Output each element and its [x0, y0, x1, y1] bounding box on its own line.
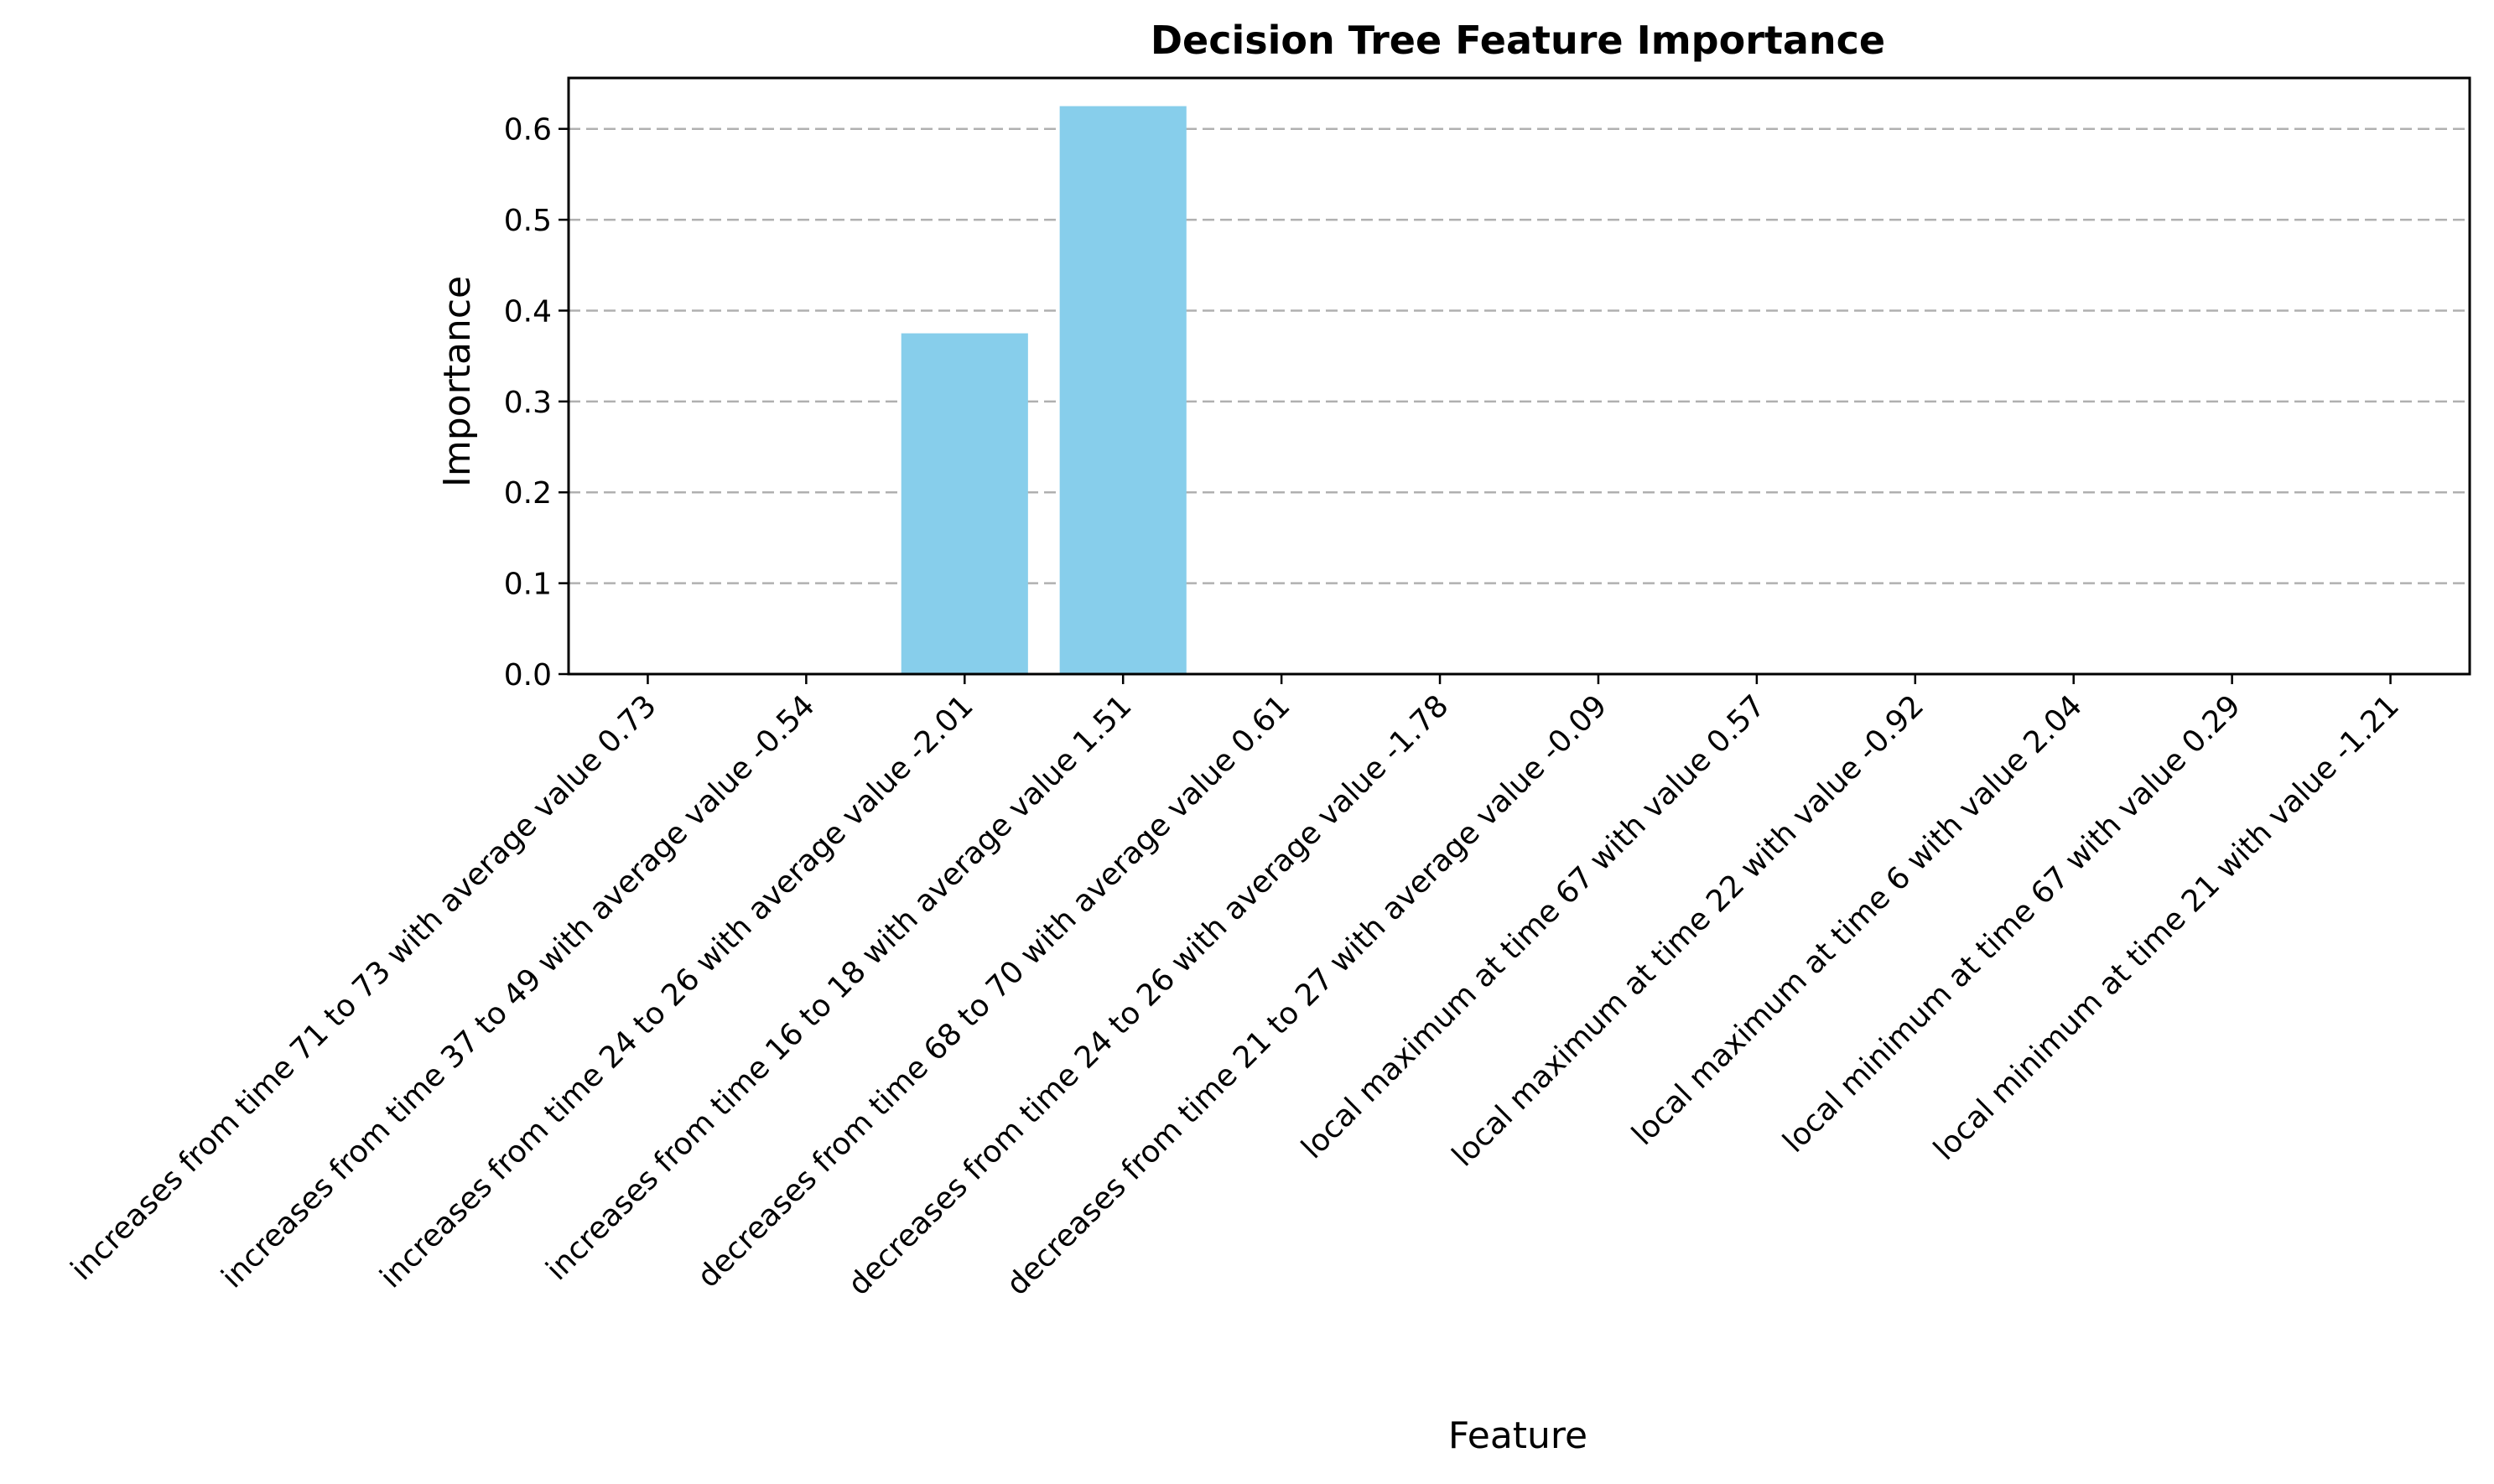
- y-tick-label: 0.6: [504, 113, 552, 148]
- x-tick-label: increases from time 37 to 49 with averag…: [216, 688, 822, 1295]
- x-tick-label: decreases from time 21 to 27 with averag…: [1000, 688, 1614, 1302]
- x-tick-label: increases from time 71 to 73 with averag…: [65, 688, 663, 1287]
- x-tick-label: increases from time 16 to 18 with averag…: [540, 688, 1139, 1287]
- y-axis-label: Importance: [436, 276, 479, 487]
- bars: [901, 106, 1187, 675]
- y-tick-label: 0.2: [504, 476, 552, 511]
- x-tick-label: increases from time 24 to 26 with averag…: [374, 688, 980, 1295]
- y-tick-label: 0.5: [504, 204, 552, 238]
- plot-frame: [567, 76, 2471, 676]
- x-axis-label: Feature: [1448, 1414, 1587, 1457]
- chart-title: Decision Tree Feature Importance: [1151, 18, 1885, 63]
- bar: [901, 333, 1028, 674]
- y-tick-label: 0.4: [504, 294, 552, 329]
- y-tick-label: 0.0: [504, 658, 552, 693]
- y-axis-ticks: 0.0 0.1 0.2 0.3 0.4 0.5 0.6: [504, 113, 569, 693]
- x-tick-label: decreases from time 24 to 26 with averag…: [842, 688, 1456, 1302]
- x-tick-label: decreases from time 68 to 70 with averag…: [691, 688, 1297, 1295]
- x-axis-ticks: increases from time 71 to 73 with averag…: [65, 674, 2406, 1302]
- y-tick-label: 0.3: [504, 386, 552, 420]
- y-tick-label: 0.1: [504, 568, 552, 602]
- bar: [1059, 106, 1187, 675]
- y-gridlines: [569, 127, 2470, 676]
